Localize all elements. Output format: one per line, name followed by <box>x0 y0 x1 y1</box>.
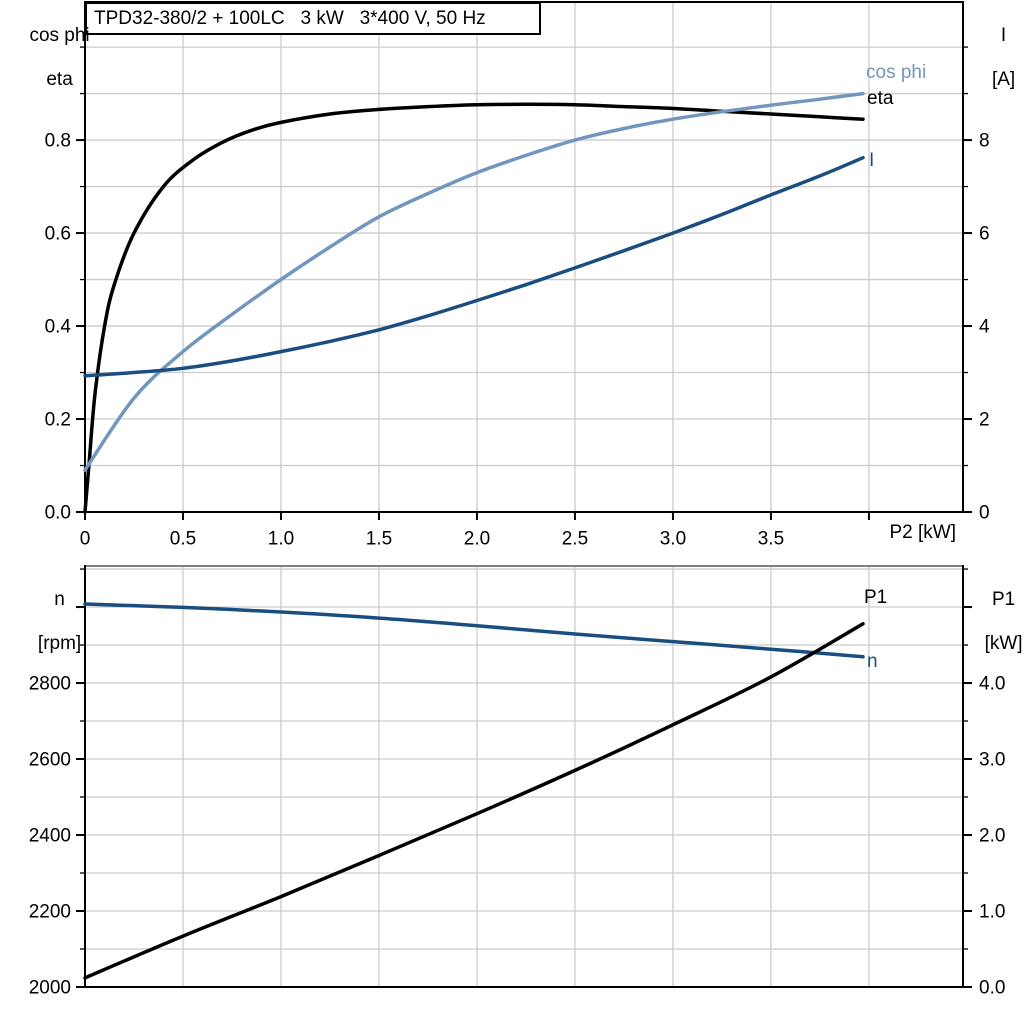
speed-axis-title-line1: n <box>54 589 65 610</box>
right-tick-label: 0 <box>979 503 990 524</box>
plot-frame <box>84 565 964 988</box>
right-tick-label: 4 <box>979 317 990 338</box>
left-tick-label: 0.8 <box>45 131 71 152</box>
curve-n <box>83 602 865 659</box>
chart-top: 0.0 0.2 0.4 0.6 0.8 0 2 4 6 8 0 0.5 1.0 1.5 2.0 2.5 3.0 3… <box>45 1 990 550</box>
right-axis-title-line2: [A] <box>991 69 1016 90</box>
bottom-left-axis-title: n [rpm] <box>6 567 92 677</box>
left-tick-label: 0.6 <box>45 224 71 245</box>
ticks: 2000 2200 2400 2600 2800 0.0 1.0 2.0 3.0 4.0 <box>29 568 1005 999</box>
x-axis-label: P2 [kW] <box>889 522 956 543</box>
curve-label-cos-phi: cos phi <box>866 62 927 83</box>
x-tick-label: 0 <box>80 529 91 550</box>
gridlines <box>85 566 963 987</box>
curve-eta <box>83 102 865 514</box>
speed-axis-title-line2: [rpm] <box>37 633 82 654</box>
right-tick-label: 4.0 <box>979 674 1005 695</box>
curve-label-speed: n <box>867 651 878 672</box>
power-axis-title-line1: P1 <box>991 589 1016 610</box>
ticks: 0.0 0.2 0.4 0.6 0.8 0 2 4 6 8 0 0.5 1.0 1.5 2.0 2.5 3.0 3… <box>45 46 990 550</box>
right-tick-label: 6 <box>979 224 990 245</box>
left-tick-label: 0.0 <box>45 503 71 524</box>
chart-title-box: TPD32-380/2 + 100LC 3 kW 3*400 V, 50 Hz <box>85 2 541 35</box>
plot-frame <box>84 1 964 513</box>
top-right-axis-title: I [A] <box>962 3 1024 113</box>
left-tick-label: 2400 <box>29 826 71 847</box>
left-tick-label: 0.2 <box>45 410 71 431</box>
x-tick-label: 1.0 <box>268 529 294 550</box>
x-tick-label: 3.0 <box>660 529 686 550</box>
right-axis-title-line1: I <box>1000 25 1007 46</box>
x-tick-label: 2.5 <box>562 529 588 550</box>
right-tick-label: 2 <box>979 410 990 431</box>
bottom-right-axis-title: P1 [kW] <box>962 567 1024 677</box>
x-tick-label: 1.5 <box>366 529 392 550</box>
right-tick-label: 3.0 <box>979 750 1005 771</box>
curve-label-eta: eta <box>867 88 894 109</box>
top-left-axis-title: cos phi eta <box>6 3 92 113</box>
curve-I <box>83 155 865 378</box>
curve-label-current: I <box>869 150 875 171</box>
left-tick-label: 2200 <box>29 902 71 923</box>
left-tick-label: 2000 <box>29 978 71 999</box>
x-tick-label: 3.5 <box>758 529 784 550</box>
right-tick-label: 1.0 <box>979 902 1005 923</box>
curve-P1 <box>83 622 865 980</box>
curve-cos_phi <box>83 91 865 472</box>
power-axis-title-line2: [kW] <box>984 633 1023 654</box>
right-tick-label: 8 <box>979 131 990 152</box>
left-tick-label: 0.4 <box>45 317 72 338</box>
left-tick-label: 2800 <box>29 674 71 695</box>
x-tick-label: 2.0 <box>464 529 490 550</box>
gridlines <box>85 2 963 512</box>
left-axis-title-line2: eta <box>46 69 73 90</box>
left-tick-label: 2600 <box>29 750 71 771</box>
chart-bottom: 2000 2200 2400 2600 2800 0.0 1.0 2.0 3.0 4.0 <box>29 565 1005 999</box>
right-tick-label: 0.0 <box>979 978 1005 999</box>
left-axis-title-line1: cos phi <box>29 25 90 46</box>
right-tick-label: 2.0 <box>979 826 1005 847</box>
x-tick-label: 0.5 <box>170 529 196 550</box>
curve-label-p1: P1 <box>864 587 888 608</box>
